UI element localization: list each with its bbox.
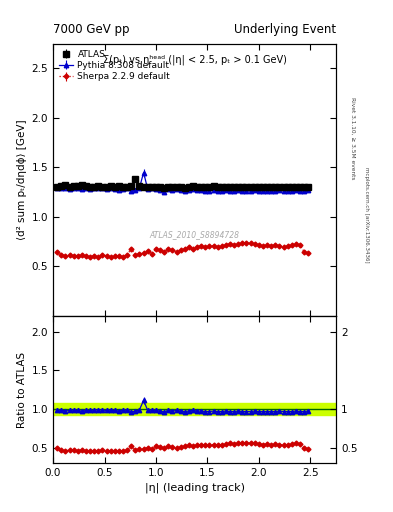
Y-axis label: ⟨d² sum pₜ/dηdϕ⟩ [GeV]: ⟨d² sum pₜ/dηdϕ⟩ [GeV] <box>17 119 28 240</box>
Legend: ATLAS, Pythia 8.308 default, Sherpa 2.2.9 default: ATLAS, Pythia 8.308 default, Sherpa 2.2.… <box>57 47 173 84</box>
Text: Underlying Event: Underlying Event <box>234 23 336 36</box>
Text: Σ(pₜ) vs ηʰᵉᵃᵈ (|η| < 2.5, pₜ > 0.1 GeV): Σ(pₜ) vs ηʰᵉᵃᵈ (|η| < 2.5, pₜ > 0.1 GeV) <box>103 54 286 65</box>
Y-axis label: Ratio to ATLAS: Ratio to ATLAS <box>17 352 28 428</box>
Text: mcplots.cern.ch [arXiv:1306.3436]: mcplots.cern.ch [arXiv:1306.3436] <box>364 167 369 263</box>
Bar <box>53 403 336 415</box>
Text: Rivet 3.1.10, ≥ 3.5M events: Rivet 3.1.10, ≥ 3.5M events <box>351 97 356 180</box>
X-axis label: |η| (leading track): |η| (leading track) <box>145 482 244 493</box>
Text: ATLAS_2010_S8894728: ATLAS_2010_S8894728 <box>149 230 240 239</box>
Text: 7000 GeV pp: 7000 GeV pp <box>53 23 130 36</box>
